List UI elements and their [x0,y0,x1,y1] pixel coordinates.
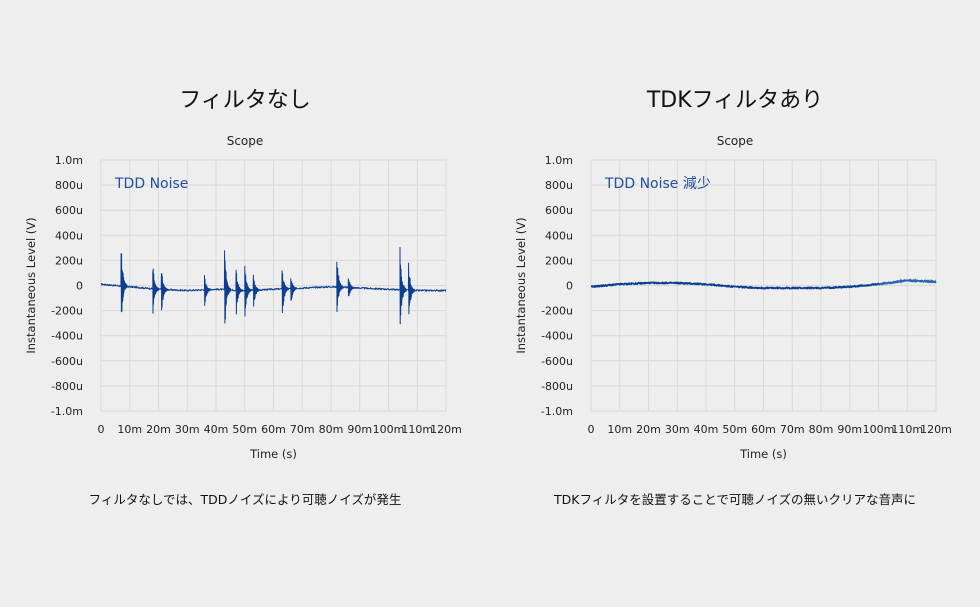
signal-series-highlight [878,277,937,286]
x-tick-label: 120m [920,423,952,436]
x-tick-label: 20m [636,423,661,436]
x-tick-label: 80m [809,423,834,436]
y-tick-label: -1.0m [51,405,83,418]
y-tick-label: -600u [541,355,573,368]
y-tick-label: 600u [55,204,83,217]
x-tick-label: 100m [863,423,895,436]
y-axis-title: Instantaneous Level (V) [24,217,38,353]
y-tick-label: 1.0m [55,154,83,167]
y-tick-label: 200u [55,254,83,267]
y-tick-label: 800u [55,179,83,192]
scope-chart-without-filter: 1.0m 800u 600u 400u 200u 0 -200u -400u -600u -800… [24,154,462,461]
panel-heading: フィルタなし [179,88,311,113]
y-tick-label: -400u [541,330,573,343]
y-tick-label: 200u [545,254,573,267]
y-tick-label: 800u [545,179,573,192]
x-tick-label: 110m [891,423,923,436]
panel-caption: TDKフィルタを設置することで可聴ノイズの無いクリアな音声に [554,492,916,507]
y-axis-title: Instantaneous Level (V) [514,217,528,353]
panel-heading: TDKフィルタあり [646,88,824,113]
y-tick-label: 400u [545,229,573,242]
x-tick-label: 90m [347,423,372,436]
y-tick-label: -400u [51,330,83,343]
y-tick-label: 0 [566,280,573,293]
x-tick-label: 120m [430,423,462,436]
x-axis-title: Time (s) [249,447,297,461]
y-tick-label: -200u [541,305,573,318]
x-tick-label: 40m [694,423,719,436]
x-tick-label: 50m [232,423,257,436]
x-tick-label: 90m [837,423,862,436]
x-tick-label: 10m [117,423,142,436]
chart-title: Scope [716,134,754,148]
y-tick-label: 400u [55,229,83,242]
y-tick-label: 1.0m [545,154,573,167]
x-tick-label: 50m [722,423,747,436]
y-tick-label: 600u [545,204,573,217]
y-tick-label: -800u [541,380,573,393]
y-tick-label: -1.0m [541,405,573,418]
x-tick-label: 30m [665,423,690,436]
y-tick-label: -600u [51,355,83,368]
x-tick-label: 60m [261,423,286,436]
x-tick-label: 10m [607,423,632,436]
x-axis-title: Time (s) [739,447,787,461]
panel-caption: フィルタなしでは、TDDノイズにより可聴ノイズが発生 [88,492,402,507]
x-tick-label: 40m [204,423,229,436]
chart-title: Scope [226,134,264,148]
x-tick-label: 80m [319,423,344,436]
y-tick-label: -200u [51,305,83,318]
signal-series [100,246,447,325]
chart-annotation: TDD Noise 減少 [604,175,711,192]
x-tick-label: 70m [290,423,315,436]
x-tick-label: 0 [98,423,105,436]
x-tick-label: 0 [588,423,595,436]
x-tick-label: 60m [751,423,776,436]
x-tick-label: 110m [401,423,433,436]
panel-without-filter: フィルタなし Scope 1.0m 800u 600u 400u 200u 0 -200u -… [24,88,462,507]
x-tick-label: 70m [780,423,805,436]
chart-annotation: TDD Noise [114,176,188,192]
y-tick-label: 0 [76,280,83,293]
panel-with-filter: TDKフィルタあり Scope 1.0m 800u 600u 400u 200u 0 -20… [490,0,980,607]
x-tick-label: 30m [175,423,200,436]
x-tick-label: 20m [146,423,171,436]
y-tick-label: -800u [51,380,83,393]
scope-chart-with-filter: 1.0m 800u 600u 400u 200u 0 -200u -400u -600u -800… [514,154,952,461]
x-tick-label: 100m [373,423,405,436]
